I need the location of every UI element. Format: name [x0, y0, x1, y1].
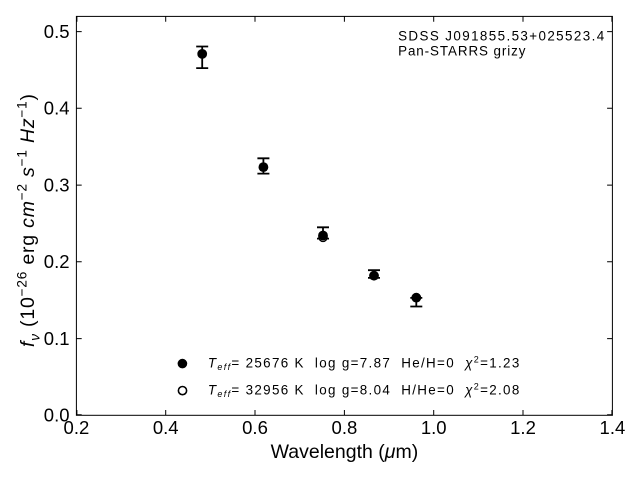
- svg-text:fν (10−26 erg cm−2 s−1 Hz−1): fν (10−26 erg cm−2 s−1 Hz−1): [15, 93, 43, 347]
- svg-text:Teff= 32956 K log g=8.04 H/H: Teff= 32956 K log g=8.04 H/He=0 χ2=2.08: [208, 381, 521, 399]
- svg-text:1.2: 1.2: [510, 417, 536, 438]
- svg-text:0.2: 0.2: [44, 251, 70, 272]
- svg-text:0.3: 0.3: [44, 175, 70, 196]
- svg-text:0.4: 0.4: [153, 417, 179, 438]
- svg-text:1.4: 1.4: [600, 417, 626, 438]
- svg-text:0.2: 0.2: [64, 417, 90, 438]
- svg-text:0.6: 0.6: [242, 417, 268, 438]
- svg-text:0.0: 0.0: [44, 405, 70, 426]
- svg-text:0.5: 0.5: [44, 21, 70, 42]
- svg-text:1.0: 1.0: [421, 417, 447, 438]
- svg-text:Teff= 25676 K log g=7.87 He/: Teff= 25676 K log g=7.87 He/H=0 χ2=1.23: [208, 355, 521, 373]
- svg-text:0.4: 0.4: [44, 98, 70, 119]
- svg-text:0.8: 0.8: [332, 417, 358, 438]
- svg-text:0.1: 0.1: [44, 328, 70, 349]
- svg-text:Wavelength (μm): Wavelength (μm): [271, 441, 419, 463]
- svg-text:Pan-STARRS grizy: Pan-STARRS grizy: [398, 43, 526, 58]
- svg-text:SDSS J091855.53+025523.4: SDSS J091855.53+025523.4: [398, 29, 605, 44]
